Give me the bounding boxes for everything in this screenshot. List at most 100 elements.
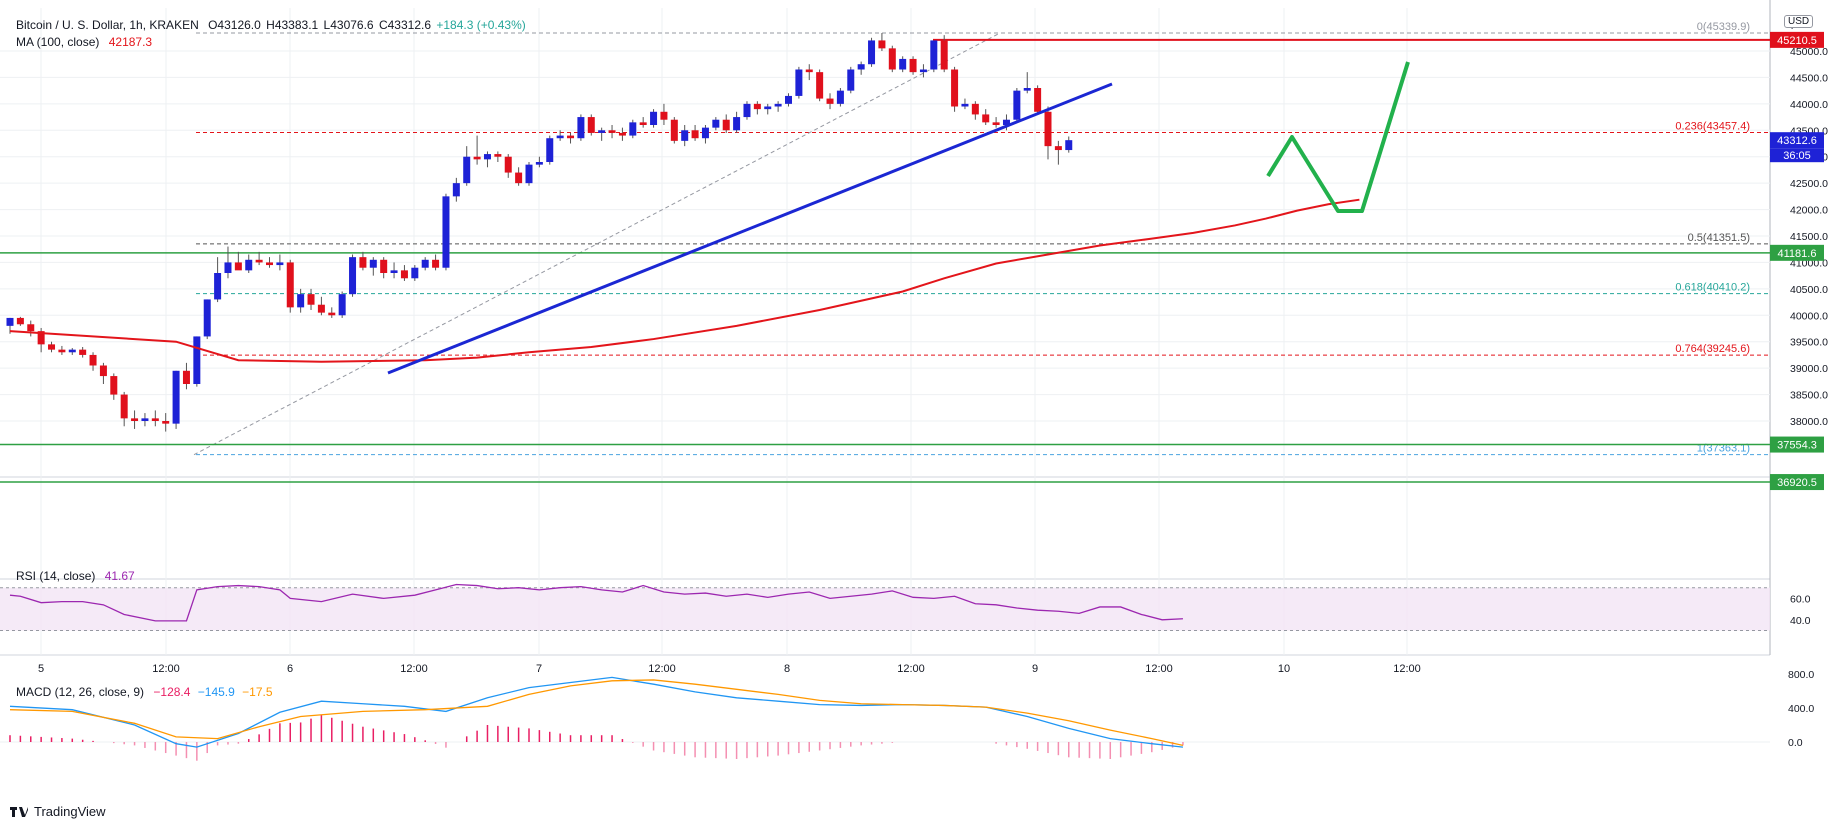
countdown-label: 36:05 — [1783, 150, 1811, 162]
candle-body — [338, 294, 346, 316]
x-tick-label: 12:00 — [1393, 663, 1421, 675]
candle-body — [411, 267, 419, 279]
rsi-tick-label: 60.0 — [1790, 593, 1811, 605]
rsi-band — [0, 587, 1770, 631]
candle-body — [452, 183, 460, 197]
candle-body — [255, 259, 263, 263]
candle-body — [1054, 146, 1062, 151]
change-value: +184.3 (+0.43%) — [436, 18, 526, 32]
macd-legend[interactable]: MACD (12, 26, close, 9) −128.4 −145.9 −1… — [16, 685, 273, 699]
rsi-tick-label: 40.0 — [1790, 615, 1811, 627]
candle-body — [878, 40, 886, 49]
candle-body — [940, 40, 948, 70]
rsi-value: 41.67 — [104, 569, 135, 583]
symbol-title[interactable]: Bitcoin / U. S. Dollar, 1h, KRAKEN — [16, 18, 199, 32]
x-tick-label: 12:00 — [1145, 663, 1173, 675]
candle-body — [172, 370, 180, 424]
candle-body — [681, 130, 689, 141]
fib-label: 0.618(40410.2) — [1675, 282, 1750, 294]
candle-body — [888, 48, 896, 70]
candle-body — [307, 294, 315, 305]
candle-body — [899, 58, 907, 70]
candle-body — [556, 135, 564, 139]
y-tick-label: 44000.0 — [1790, 99, 1828, 111]
candle-body — [442, 196, 450, 268]
signal-line — [9, 679, 1184, 747]
fib-label: 1(37363.1) — [1697, 443, 1750, 455]
candle-body — [1034, 88, 1042, 112]
countdown-box[interactable] — [1770, 148, 1824, 163]
candle-body — [369, 259, 377, 268]
candle-body — [909, 58, 917, 73]
candle-body — [193, 336, 201, 384]
support-price-box-label: 36920.5 — [1777, 477, 1817, 489]
candle-body — [48, 344, 56, 350]
candle-body — [162, 421, 170, 424]
y-tick-label: 38000.0 — [1790, 416, 1828, 428]
candle-body — [297, 294, 305, 308]
y-tick-label: 38500.0 — [1790, 390, 1828, 402]
fib-label: 0.5(41351.5) — [1688, 232, 1750, 244]
candle-body — [99, 365, 107, 377]
candle-body — [89, 354, 97, 366]
rsi-label: RSI (14, close) — [16, 569, 96, 583]
candle-body — [753, 103, 761, 110]
candle-body — [245, 259, 253, 271]
candle-body — [328, 312, 336, 316]
current-price-box-label: 43312.6 — [1777, 135, 1817, 147]
ma-legend[interactable]: MA (100, close) 42187.3 — [16, 35, 158, 49]
candle-body — [494, 154, 502, 157]
support-price-box[interactable] — [1770, 244, 1824, 261]
current-price-box[interactable] — [1770, 132, 1824, 149]
candle-body — [224, 262, 232, 273]
y-tick-label: 45000.0 — [1790, 46, 1828, 58]
candle-body — [546, 138, 554, 162]
candle-body — [598, 130, 606, 133]
candle-body — [670, 119, 678, 141]
candle-body — [847, 69, 855, 91]
candle-body — [400, 270, 408, 279]
candle-body — [266, 262, 273, 266]
candle-body — [473, 156, 481, 160]
fib-label: 0.236(43457.4) — [1675, 121, 1750, 133]
candle-body — [58, 349, 66, 353]
candle-body — [234, 262, 242, 271]
candle-body — [1044, 111, 1052, 147]
candle-body — [349, 257, 357, 295]
candle-body — [961, 103, 969, 107]
chart-header: Bitcoin / U. S. Dollar, 1h, KRAKEN O4312… — [16, 18, 532, 32]
candle-body — [276, 262, 284, 266]
candle-body — [795, 69, 803, 96]
fib-label: 0(45339.9) — [1697, 21, 1750, 33]
macd-tick-label: 800.0 — [1788, 669, 1814, 681]
candle-body — [504, 156, 512, 173]
candle-body — [919, 69, 927, 73]
x-tick-label: 7 — [536, 663, 542, 675]
candle-body — [992, 122, 1000, 125]
tv-logo-icon — [10, 806, 28, 817]
candle-body — [110, 376, 118, 395]
candle-body — [1002, 119, 1010, 125]
support-price-box[interactable] — [1770, 436, 1824, 453]
candle-body — [567, 135, 575, 139]
candle-body — [16, 317, 24, 325]
candle-body — [816, 72, 824, 99]
resistance-price-box-label: 45210.5 — [1777, 35, 1817, 47]
candle-body — [868, 40, 876, 65]
support-price-box[interactable] — [1770, 474, 1824, 491]
candle-body — [629, 122, 637, 136]
currency-badge[interactable]: USD — [1784, 15, 1814, 28]
rsi-legend[interactable]: RSI (14, close) 41.67 — [16, 569, 135, 583]
tradingview-logo[interactable]: TradingView — [10, 804, 106, 819]
candle-body — [1023, 88, 1031, 91]
forecast-path — [1266, 61, 1410, 213]
rsi-line — [9, 583, 1183, 622]
candle-body — [203, 299, 211, 337]
candle-body — [805, 69, 813, 73]
candle-body — [660, 111, 668, 120]
resistance-price-box[interactable] — [1770, 31, 1824, 48]
y-tick-label: 40000.0 — [1790, 310, 1828, 322]
candle-body — [359, 257, 367, 268]
candle-body — [515, 172, 523, 184]
